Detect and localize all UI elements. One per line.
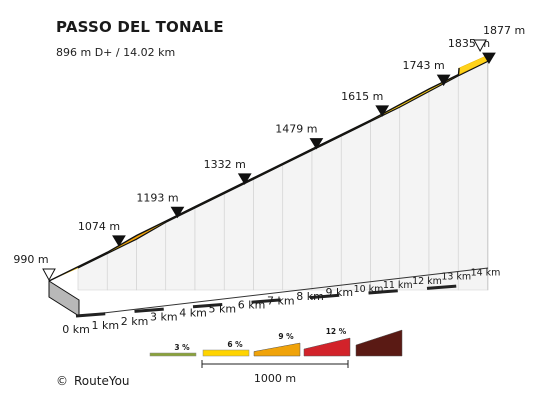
x-tick-label: 7 km <box>267 294 295 307</box>
x-tick-label: 3 km <box>150 311 178 324</box>
wall-slab <box>428 75 459 291</box>
wall-slab <box>311 135 342 291</box>
legend-swatch <box>303 337 351 357</box>
profile-top-surface <box>48 54 489 282</box>
base-line <box>77 267 489 317</box>
x-tick-label: 11 km <box>383 280 413 291</box>
wall-slab <box>282 149 313 291</box>
start-end-marker-icon <box>42 268 56 282</box>
elevation-marker-icon <box>309 138 324 150</box>
elevation-marker-label: 1332 m <box>204 158 246 171</box>
legend-swatch <box>355 329 403 357</box>
wall-slab <box>253 164 284 291</box>
wall-slab <box>340 121 371 291</box>
elevation-marker-icon <box>112 235 126 247</box>
profile-wall <box>77 54 489 291</box>
km-tick-bar <box>251 298 281 304</box>
elevation-marker-label: 990 m <box>13 253 48 266</box>
profile-front-line <box>48 67 460 282</box>
km-tick-bar <box>75 312 106 318</box>
profile-base <box>48 267 489 318</box>
x-tick-label: 13 km <box>441 272 471 283</box>
chart-subtitle: 896 m D+ / 14.02 km <box>56 46 176 59</box>
x-tick-label: 8 km <box>296 290 324 303</box>
wall-slab <box>223 178 254 291</box>
km-tick-bar <box>192 303 223 309</box>
elevation-marker-label: 1193 m <box>136 191 178 204</box>
km-tick-bar <box>426 284 457 290</box>
legend-swatch <box>202 349 250 357</box>
wall-slab <box>457 61 488 291</box>
elevation-marker-label: 1877 m <box>483 24 525 37</box>
x-tick-label: 10 km <box>354 284 384 295</box>
km-tick-bar <box>134 307 164 313</box>
x-tick-label: 14 km <box>471 268 501 279</box>
legend-label: 12 % <box>326 327 347 336</box>
wall-slab <box>136 221 167 291</box>
profile-front-face <box>48 280 80 317</box>
copyright-icon: © <box>56 374 68 388</box>
km-tick-bar <box>309 293 340 300</box>
elevation-marker-icon <box>482 52 496 65</box>
scale-label: 1000 m <box>254 372 296 385</box>
elevation-marker-icon <box>237 173 252 185</box>
km-tick-bar <box>368 289 398 295</box>
elevation-marker-label: 1479 m <box>275 123 317 136</box>
elevation-markers: 990 m 1074 m 1193 m 1332 m 1479 m 1615 m 1743 … <box>13 24 525 282</box>
elevation-marker-icon <box>375 105 390 117</box>
credit-text: RouteYou <box>74 374 130 388</box>
legend-swatch <box>253 342 301 357</box>
elevation-marker-icon <box>170 206 185 219</box>
elevation-marker-label: 1074 m <box>78 220 120 233</box>
wall-slab <box>399 91 430 291</box>
x-tick-label: 5 km <box>208 303 236 316</box>
x-tick-label: 0 km <box>62 323 90 336</box>
legend-swatch <box>149 352 197 357</box>
elevation-marker-label: 1743 m <box>403 59 445 72</box>
start-end-marker-icon <box>473 39 487 53</box>
legend-label: 6 % <box>227 340 243 349</box>
wall-slab <box>194 193 225 291</box>
wall-slab <box>370 106 401 291</box>
x-tick-label: 6 km <box>238 298 266 311</box>
elevation-marker-icon <box>436 74 451 87</box>
legend-label: 3 % <box>174 343 190 352</box>
elevation-marker-label: 1615 m <box>341 90 383 103</box>
x-tick-label: 2 km <box>121 315 149 328</box>
x-tick-label: 9 km <box>325 286 353 299</box>
x-tick-label: 12 km <box>412 276 442 287</box>
chart-title: PASSO DEL TONALE <box>56 18 224 36</box>
x-tick-label: 1 km <box>91 319 119 332</box>
legend-label: 9 % <box>278 332 294 341</box>
x-tick-label: 4 km <box>179 307 207 320</box>
credit: © RouteYou <box>56 374 130 388</box>
x-axis-labels: 0 km 1 km 2 km 3 km 4 km 5 km 6 km 7 km 8 km 9 km… <box>62 268 500 336</box>
gradient-legend: 3 % 6 % 9 % 12 % 1000 m <box>149 327 403 385</box>
wall-slab <box>487 54 489 291</box>
